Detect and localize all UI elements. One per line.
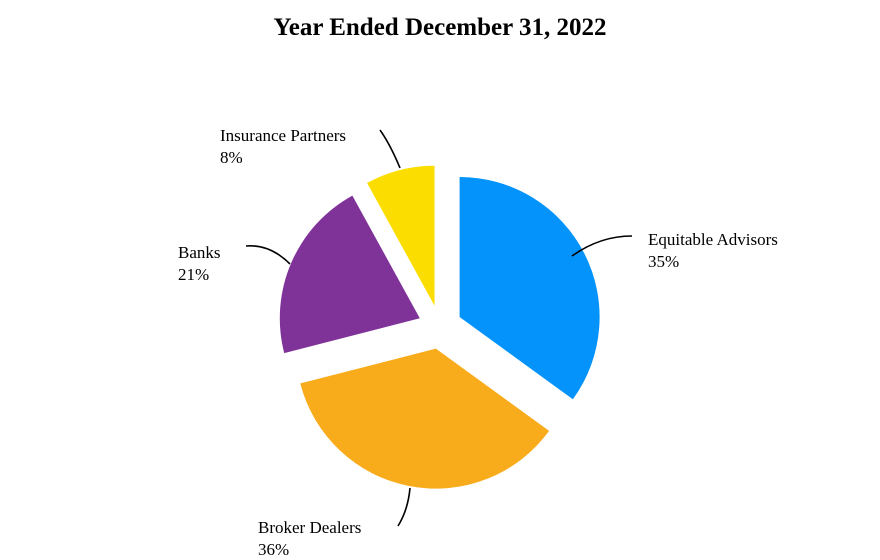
leader-line-banks [245,245,291,265]
leader-line-insurance-partners [379,129,401,169]
slice-percent-equitable-advisors: 35% [648,252,679,271]
labels-layer: Equitable Advisors 35% Broker Dealers 36% Ba… [178,126,778,559]
slice-percent-insurance-partners: 8% [220,148,243,167]
pie-slice-insurance-partners [367,165,435,306]
slice-label-banks: Banks [178,243,221,262]
slice-label-equitable-advisors: Equitable Advisors [648,230,778,249]
slice-percent-banks: 21% [178,265,209,284]
leader-line-equitable-advisors [571,235,633,257]
pie-slice-equitable-advisors [459,177,600,400]
leader-lines-layer [245,129,633,527]
leader-line-broker-dealers [397,487,411,527]
pie-slice-broker-dealers [300,348,550,489]
slice-percent-broker-dealers: 36% [258,540,289,559]
slice-label-broker-dealers: Broker Dealers [258,518,361,537]
pie-slice-banks [279,195,420,354]
slices-layer [279,165,600,489]
slice-label-insurance-partners: Insurance Partners [220,126,346,145]
chart-title: Year Ended December 31, 2022 [273,14,607,41]
